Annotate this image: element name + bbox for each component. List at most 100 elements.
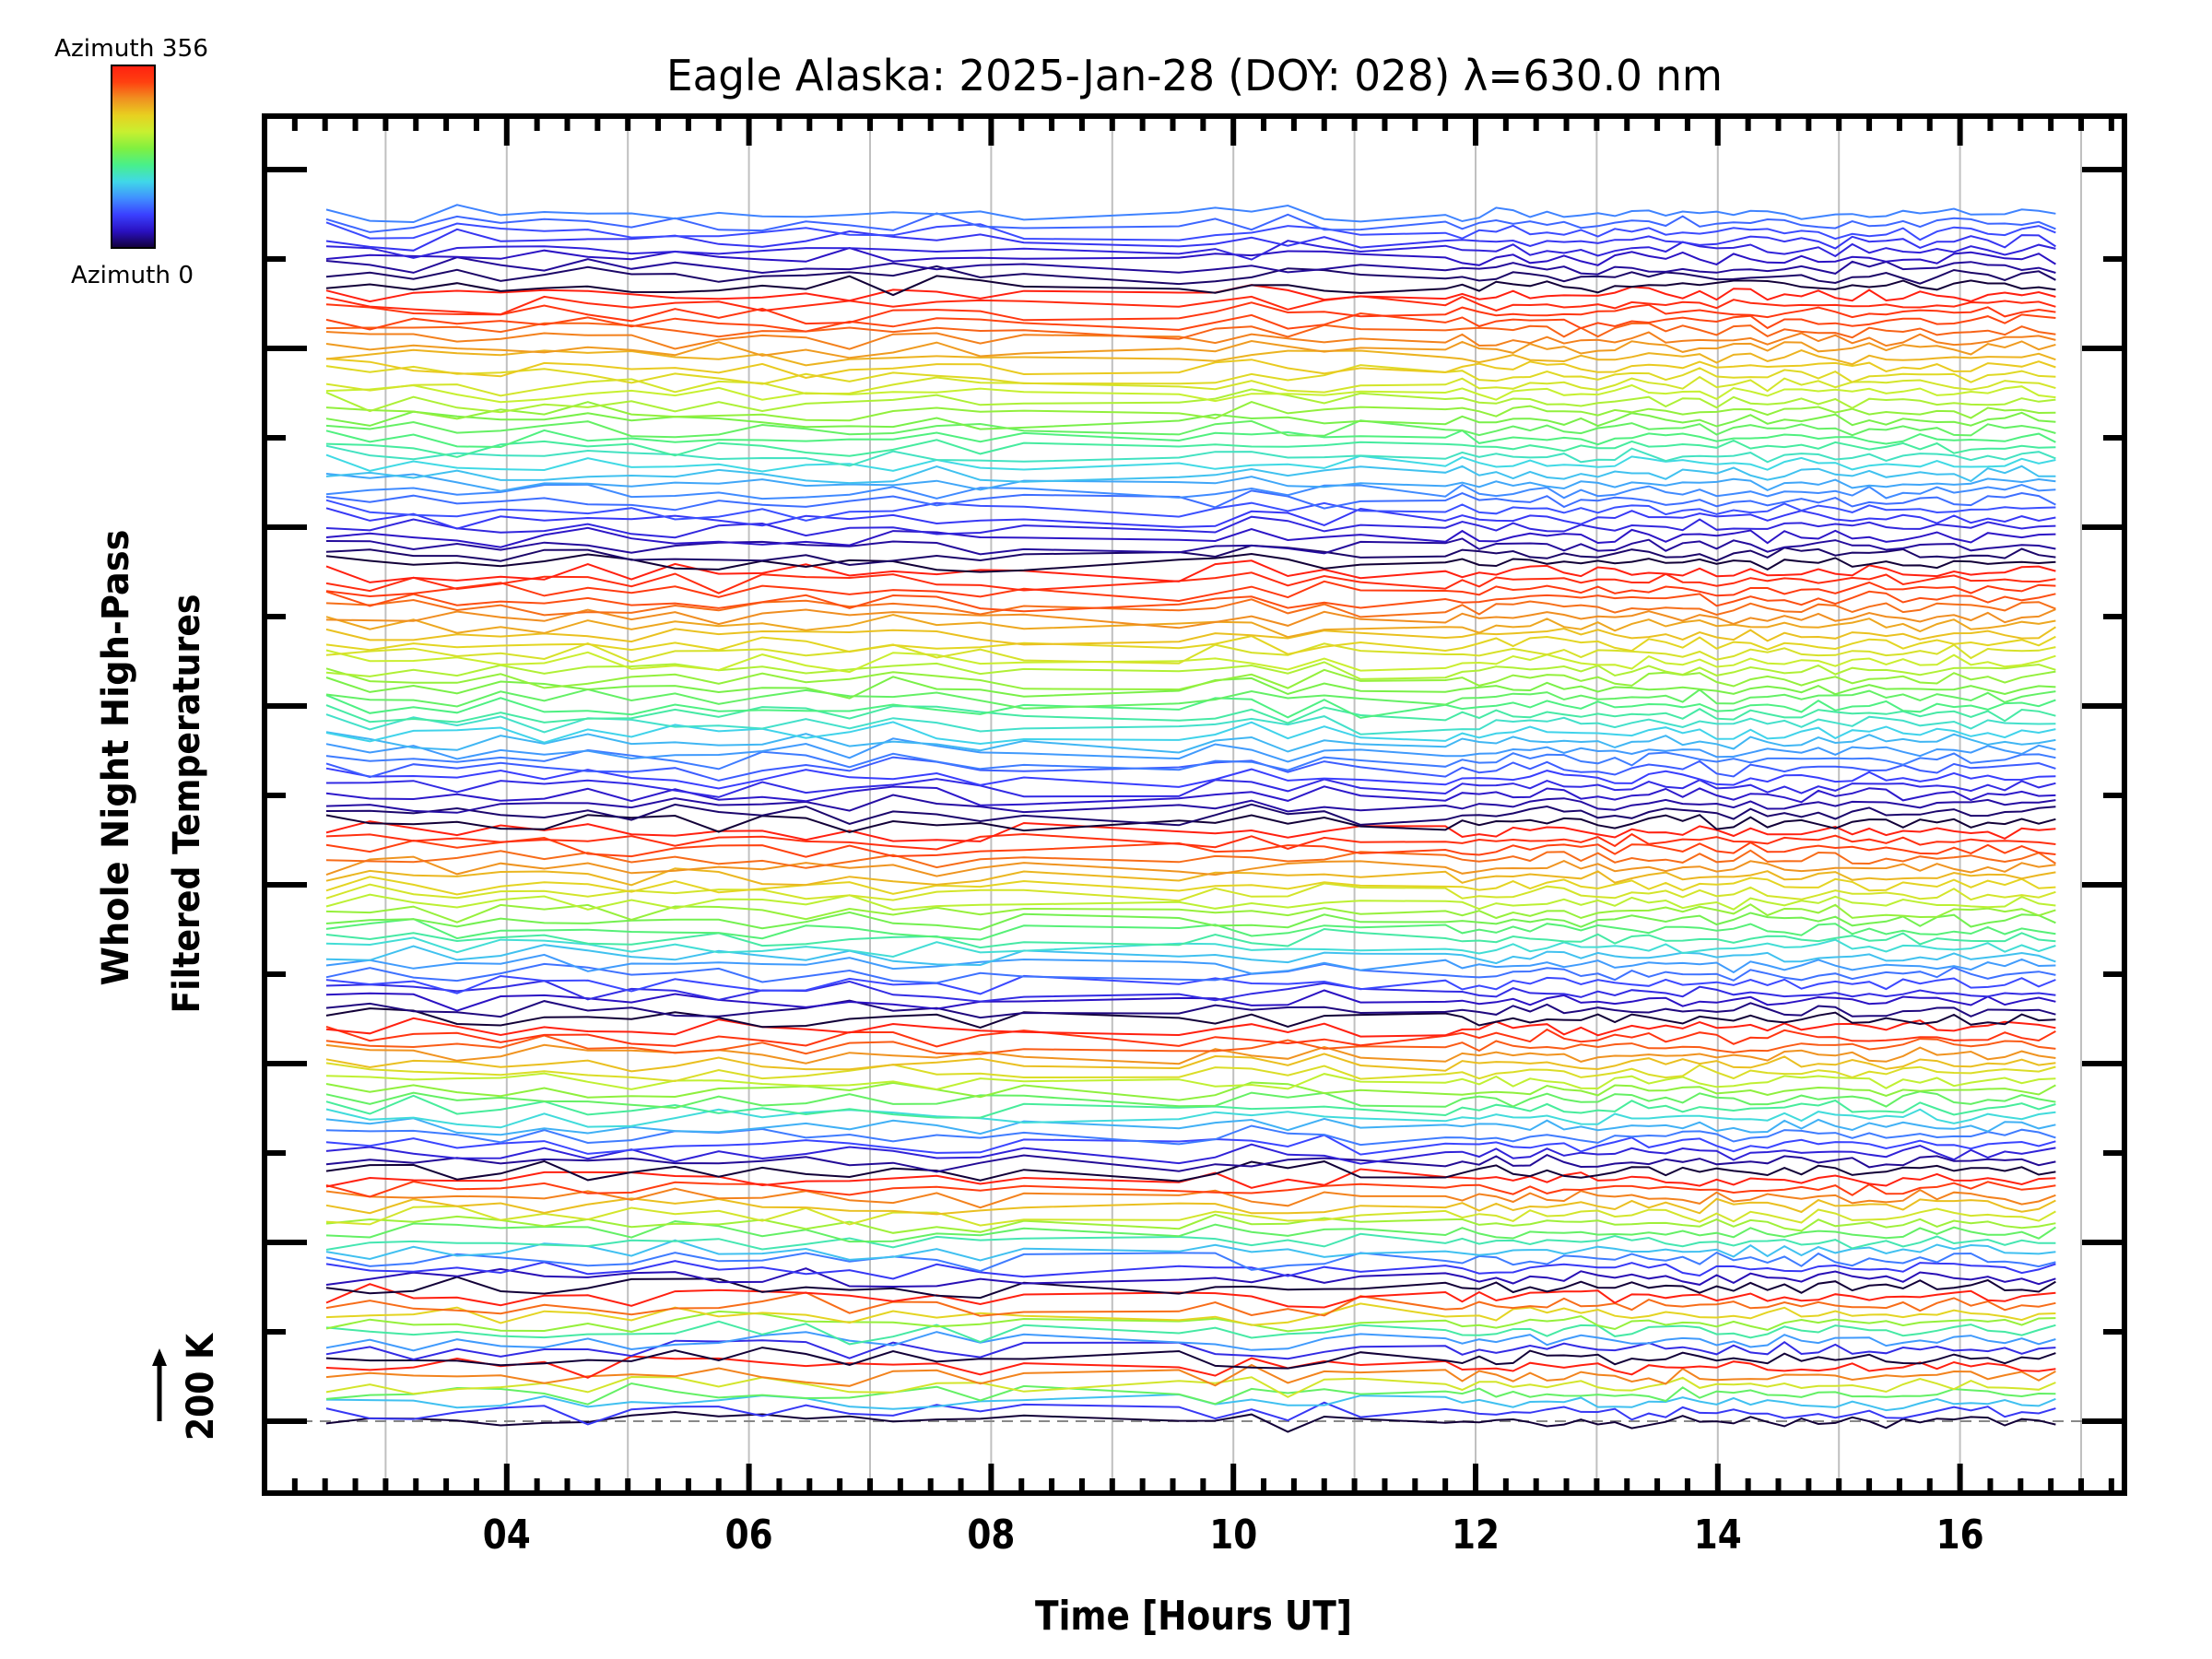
trace-ring5-az34 bbox=[325, 989, 2056, 1012]
trace-ring5-az0 bbox=[325, 1007, 2056, 1029]
trace-ring4-az223 bbox=[325, 1072, 2056, 1091]
colorbar-label-top: Azimuth 356 bbox=[54, 35, 208, 63]
x-tick-label: 10 bbox=[1209, 1512, 1257, 1559]
trace-ring6-az292 bbox=[325, 608, 2056, 629]
trace-ring6-az356 bbox=[325, 559, 2056, 583]
trace-ring8-az0 bbox=[325, 275, 2056, 297]
x-tick-label: 06 bbox=[725, 1512, 773, 1559]
trace-ring7-az167 bbox=[325, 429, 2056, 449]
trace-ring1-az237 bbox=[325, 1375, 2056, 1398]
trace-ring6-az38 bbox=[325, 785, 2056, 806]
trace-ring7-az238 bbox=[325, 375, 2056, 397]
x-tick-label: 12 bbox=[1452, 1512, 1500, 1559]
trace-ring6-az279 bbox=[325, 613, 2056, 639]
trace-ring7-az179 bbox=[325, 419, 2056, 439]
trace-ring8-az92 bbox=[325, 204, 2056, 224]
temperature-traces bbox=[325, 204, 2056, 1433]
trace-ring2-az51 bbox=[325, 1339, 2056, 1361]
colorbar-label-bottom: Azimuth 0 bbox=[71, 262, 194, 289]
trace-ring6-az13 bbox=[325, 803, 2056, 827]
trace-ring7-az60 bbox=[325, 507, 2056, 530]
trace-ring6-az114 bbox=[325, 731, 2056, 754]
scale-bar: 200 K bbox=[152, 1332, 222, 1441]
trace-ring5-az340 bbox=[325, 832, 2056, 851]
trace-ring7-az333 bbox=[325, 301, 2056, 325]
trace-ring6-az51 bbox=[325, 778, 2056, 798]
trace-ring8-az69 bbox=[325, 221, 2056, 241]
trace-ring5-az68 bbox=[325, 974, 2056, 995]
trace-ring4-az290 bbox=[325, 1043, 2056, 1065]
trace-ring7-az12 bbox=[325, 544, 2056, 567]
trace-ring6-az254 bbox=[325, 635, 2056, 655]
trace-ring5-az136 bbox=[325, 936, 2056, 959]
trace-ring6-az318 bbox=[325, 590, 2056, 613]
trace-ring7-az131 bbox=[325, 453, 2056, 473]
trace-ring3-az89 bbox=[325, 1251, 2056, 1273]
trace-ring5-az306 bbox=[325, 849, 2056, 869]
trace-ring3-az238 bbox=[325, 1205, 2056, 1227]
trace-ring3-az149 bbox=[325, 1232, 2056, 1251]
trace-ring4-az245 bbox=[325, 1062, 2056, 1083]
trace-ring7-az214 bbox=[325, 388, 2056, 414]
trace-ring3-az208 bbox=[325, 1213, 2056, 1234]
trace-ring5-az153 bbox=[325, 927, 2056, 949]
trace-ring7-az71 bbox=[325, 499, 2056, 522]
trace-ring6-az229 bbox=[325, 649, 2056, 674]
trace-ring2-az153 bbox=[325, 1320, 2056, 1346]
trace-ring6-az64 bbox=[325, 767, 2056, 790]
trace-ring2-az102 bbox=[325, 1331, 2056, 1352]
trace-ring7-az298 bbox=[325, 331, 2056, 350]
trace-ring6-az127 bbox=[325, 721, 2056, 746]
trace-ring4-az178 bbox=[325, 1090, 2056, 1110]
trace-ring4-az201 bbox=[325, 1081, 2056, 1101]
trace-ring4-az0 bbox=[325, 1159, 2056, 1182]
trace-ring3-az267 bbox=[325, 1197, 2056, 1216]
trace-ring7-az321 bbox=[325, 312, 2056, 333]
trace-ring4-az45 bbox=[325, 1143, 2056, 1165]
trace-ring5-az102 bbox=[325, 953, 2056, 975]
trace-ring3-az178 bbox=[325, 1219, 2056, 1243]
x-tick-label: 08 bbox=[967, 1512, 1015, 1559]
chart-title: Eagle Alaska: 2025-Jan-28 (DOY: 028) λ=6… bbox=[666, 51, 1723, 100]
trace-ring6-az152 bbox=[325, 704, 2056, 724]
trace-ring7-az274 bbox=[325, 348, 2056, 367]
trace-ring4-az312 bbox=[325, 1034, 2056, 1055]
trace-ring6-az25 bbox=[325, 794, 2056, 814]
trace-ring3-az0 bbox=[325, 1276, 2056, 1300]
trace-ring3-az356 bbox=[325, 1168, 2056, 1189]
trace-ring6-az216 bbox=[325, 661, 2056, 680]
trace-ring1-az59 bbox=[325, 1401, 2056, 1426]
trace-ring6-az241 bbox=[325, 642, 2056, 665]
y-axis-label-line2: Filtered Temperatures bbox=[166, 594, 208, 1014]
trace-ring7-az107 bbox=[325, 473, 2056, 492]
trace-ring5-az187 bbox=[325, 911, 2056, 931]
trace-ring5-az357 bbox=[325, 820, 2056, 842]
x-tick-label: 04 bbox=[483, 1512, 531, 1559]
plot-frame bbox=[262, 113, 2127, 1496]
trace-ring6-az165 bbox=[325, 694, 2056, 719]
trace-ring5-az221 bbox=[325, 893, 2056, 912]
trace-ring3-az59 bbox=[325, 1260, 2056, 1280]
trace-ring5-az272 bbox=[325, 867, 2056, 887]
trace-ring8-az12 bbox=[325, 265, 2056, 286]
trace-ring1-az178 bbox=[325, 1382, 2056, 1406]
trace-ring7-az190 bbox=[325, 410, 2056, 430]
trace-ring6-az343 bbox=[325, 571, 2056, 594]
trace-ring2-az356 bbox=[325, 1283, 2056, 1309]
trace-ring7-az143 bbox=[325, 444, 2056, 467]
trace-ring7-az119 bbox=[325, 465, 2056, 485]
trace-ring7-az262 bbox=[325, 358, 2056, 380]
colorbar: Azimuth 356 Azimuth 0 bbox=[54, 35, 208, 289]
trace-ring5-az204 bbox=[325, 903, 2056, 924]
trace-ring6-az102 bbox=[325, 737, 2056, 763]
trace-ring7-az36 bbox=[325, 526, 2056, 548]
trace-ring2-az255 bbox=[325, 1302, 2056, 1326]
trace-ring8-az35 bbox=[325, 246, 2056, 266]
trace-ring4-az134 bbox=[325, 1108, 2056, 1129]
trace-ring7-az250 bbox=[325, 364, 2056, 385]
trace-ring3-az30 bbox=[325, 1267, 2056, 1288]
trace-ring8-az23 bbox=[325, 256, 2056, 276]
trace-ring2-az0 bbox=[325, 1347, 2056, 1370]
trace-ring7-az202 bbox=[325, 401, 2056, 422]
